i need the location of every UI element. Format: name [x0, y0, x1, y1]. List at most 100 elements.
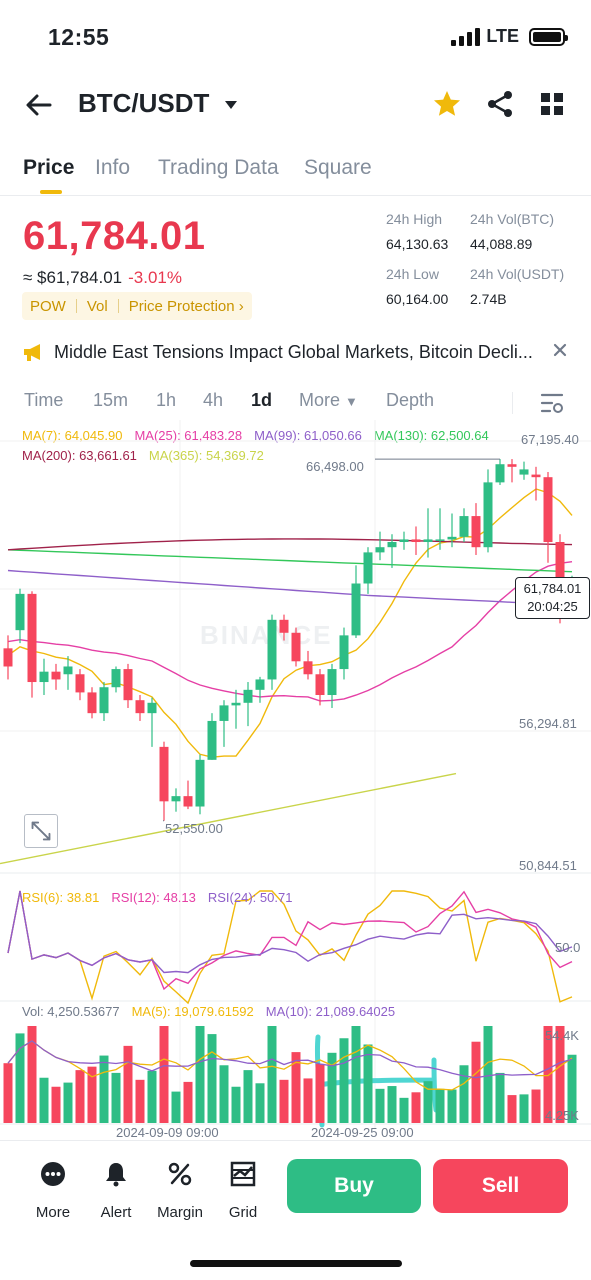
rsi24-line [7, 890, 573, 974]
interval-4h[interactable]: 4h [203, 390, 224, 410]
tag-price-protection[interactable]: Price Protection › [128, 297, 244, 315]
status-bar: 12:55 LTE [0, 0, 591, 70]
favorite-star-icon[interactable] [432, 89, 462, 119]
interval-more[interactable]: More ▼ [299, 390, 358, 411]
margin-button[interactable]: Margin [150, 1161, 210, 1221]
rsi24-label: RSI(24): 50.71 [207, 890, 293, 905]
ma99-line [7, 569, 573, 606]
candle-body [51, 671, 61, 680]
interval-time[interactable]: Time [24, 390, 64, 410]
layout-grid-icon[interactable] [540, 92, 564, 116]
candle-body [495, 464, 505, 483]
caret-down-icon[interactable] [222, 98, 240, 112]
y-axis-mid: 56,294.81 [519, 716, 577, 731]
tab-square[interactable]: Square [304, 156, 372, 179]
grid-button[interactable]: Grid [213, 1161, 273, 1221]
candle-body [351, 583, 361, 636]
y-axis-bottom: 50,844.51 [519, 858, 577, 873]
volume-bar [183, 1081, 193, 1123]
interval-depth[interactable]: Depth [386, 390, 435, 410]
candle-body [243, 689, 253, 703]
share-icon[interactable] [485, 89, 515, 119]
volume-bar [567, 1054, 577, 1123]
volume-bar [483, 1026, 493, 1123]
rsi-axis-50: 50.0 [555, 940, 581, 955]
candle-body [327, 669, 337, 696]
tab-trading-data[interactable]: Trading Data [158, 156, 279, 179]
ma130-label: MA(130): 62,500.64 [373, 428, 489, 443]
rsi-legend: RSI(6): 38.81 RSI(12): 48.13 RSI(24): 50.7… [22, 890, 304, 905]
candle-body [447, 536, 457, 540]
volume-bar [267, 1026, 277, 1123]
candle-body [555, 542, 565, 607]
status-time: 12:55 [48, 24, 110, 50]
volume-bar [159, 1026, 169, 1123]
grid-label: Grid [228, 1204, 258, 1221]
low-mark-label: 52,550.00 [165, 821, 223, 836]
candle-body [147, 702, 157, 714]
tab-price[interactable]: Price [23, 156, 75, 179]
ma-legend-row-1: MA(7): 64,045.90 MA(25): 61,483.28 MA(99):… [22, 428, 501, 443]
candle-body [27, 593, 37, 683]
close-icon[interactable] [552, 342, 568, 358]
volume-bar [51, 1086, 61, 1123]
news-banner[interactable]: Middle East Tensions Impact Global Marke… [22, 338, 572, 368]
rsi6-label: RSI(6): 38.81 [22, 890, 100, 905]
candle-body [375, 547, 385, 553]
ma99-label: MA(99): 61,050.66 [254, 428, 362, 443]
volume-bar [219, 1065, 229, 1123]
volume-bar [423, 1081, 433, 1123]
interval-1d[interactable]: 1d [251, 390, 273, 410]
volume-bar [39, 1077, 49, 1123]
news-headline[interactable]: Middle East Tensions Impact Global Marke… [54, 342, 533, 362]
ma365-line [0, 772, 457, 865]
volume-bar [231, 1086, 241, 1123]
back-arrow-icon[interactable] [22, 88, 56, 122]
bell-icon [106, 1163, 126, 1187]
megaphone-icon [24, 344, 40, 361]
volume-bar [315, 1063, 325, 1123]
kline-chart[interactable] [0, 420, 591, 1128]
price-approx: ≈ $61,784.01 [23, 268, 123, 287]
last-price-tag: 61,784.01 20:04:25 [515, 577, 590, 619]
candle-body [171, 796, 181, 802]
alert-button[interactable]: Alert [86, 1161, 146, 1221]
volume-bar [435, 1088, 445, 1123]
volume-bar [339, 1038, 349, 1123]
price-change: -3.01% [128, 268, 183, 287]
candle-body [459, 516, 469, 537]
tag-pow[interactable]: POW [30, 297, 66, 315]
candle-body [39, 671, 49, 683]
interval-more-label: More [299, 390, 341, 410]
candle-body [291, 632, 301, 662]
candle-body [75, 674, 85, 693]
volume-bar [471, 1041, 481, 1123]
candle-body [195, 759, 205, 807]
candle-body [531, 474, 541, 478]
home-indicator [190, 1260, 402, 1267]
pair-title[interactable]: BTC/USDT [78, 88, 210, 118]
candle-body [123, 669, 133, 701]
sell-button[interactable]: Sell [433, 1159, 568, 1213]
interval-15m[interactable]: 15m [93, 390, 129, 410]
interval-1h[interactable]: 1h [156, 390, 177, 410]
rsi12-label: RSI(12): 48.13 [111, 890, 196, 905]
high-mark-label: 66,498.00 [306, 459, 364, 474]
candle-body [255, 679, 265, 690]
tag-vol[interactable]: Vol [86, 297, 108, 315]
volume-bar [519, 1094, 529, 1123]
more-button[interactable]: More [23, 1161, 83, 1221]
margin-percent-icon [168, 1162, 192, 1186]
candle-body [303, 661, 313, 675]
buy-button[interactable]: Buy [287, 1159, 421, 1213]
chart-settings-icon[interactable] [540, 392, 564, 414]
candle-body [483, 482, 493, 548]
candle-body [279, 619, 289, 633]
volume-bar [195, 1026, 205, 1123]
volume-bar [243, 1070, 253, 1123]
fullscreen-expand-icon[interactable] [24, 814, 58, 848]
candle-body [87, 692, 97, 714]
volume-bar [387, 1086, 397, 1123]
tab-info[interactable]: Info [95, 156, 131, 179]
candle-body [387, 542, 397, 548]
